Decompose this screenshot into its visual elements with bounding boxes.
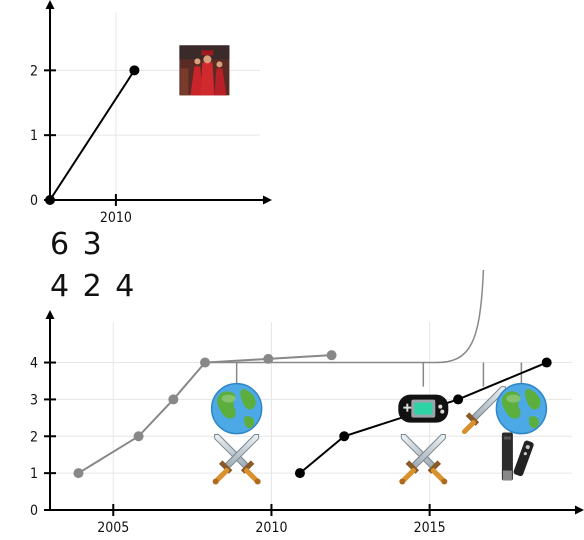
data-point	[453, 394, 464, 405]
x-tick-label: 2010	[100, 210, 132, 226]
chart-1-plot: 2010 0 1 2	[30, 0, 272, 226]
plateau-curve	[205, 269, 485, 364]
x-tick-label: 2005	[97, 520, 129, 536]
crossed-swords-icon	[212, 434, 261, 485]
series-line	[77, 354, 332, 474]
wii-controller-icon	[501, 432, 534, 481]
x-axis-arrow	[263, 195, 272, 205]
data-point	[541, 357, 552, 368]
data-point	[45, 195, 55, 205]
data-point	[133, 431, 144, 442]
y-tick-label: 1	[30, 128, 38, 144]
data-point	[326, 350, 337, 361]
handheld-console-icon	[398, 394, 449, 423]
data-point	[200, 357, 211, 368]
y-axis-arrow	[45, 0, 55, 9]
sword-icon	[461, 386, 506, 435]
y-tick-label: 2	[30, 63, 38, 79]
chart-2-plot: 2005 2010 2015 0 1 2 3 4	[30, 269, 584, 536]
data-point	[73, 468, 84, 479]
series-line	[49, 69, 136, 201]
x-tick-label: 2010	[255, 520, 287, 536]
data-point	[294, 468, 305, 479]
data-point	[263, 353, 274, 364]
y-tick-label: 3	[30, 392, 38, 408]
x-tick-label: 2015	[414, 520, 446, 536]
globe-icon	[495, 382, 548, 435]
x-axis-arrow	[575, 505, 584, 515]
data-point	[129, 65, 140, 76]
photo-thumbnail	[179, 45, 230, 96]
data-point	[339, 431, 350, 442]
crossed-swords-icon	[399, 434, 448, 485]
y-axis-arrow	[45, 310, 55, 319]
y-tick-label: 0	[30, 503, 38, 519]
y-tick-label: 0	[30, 193, 38, 209]
y-tick-label: 1	[30, 466, 38, 482]
y-tick-label: 2	[30, 429, 38, 445]
data-point	[168, 394, 179, 405]
globe-icon	[210, 382, 263, 435]
y-tick-label: 4	[30, 356, 38, 372]
number-row-2: 4 2 4	[50, 269, 137, 304]
number-row-1: 6 3	[50, 227, 104, 262]
